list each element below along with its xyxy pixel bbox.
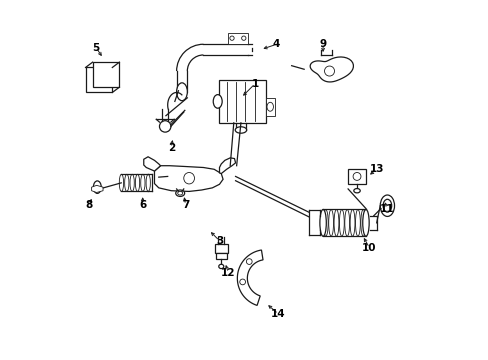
Ellipse shape	[353, 189, 360, 193]
Polygon shape	[167, 168, 201, 187]
Text: 2: 2	[167, 143, 175, 153]
Text: 12: 12	[221, 268, 235, 278]
Ellipse shape	[218, 264, 224, 269]
Ellipse shape	[93, 181, 101, 193]
Text: 4: 4	[272, 39, 280, 49]
Polygon shape	[143, 157, 160, 171]
Polygon shape	[214, 244, 227, 253]
Ellipse shape	[229, 36, 234, 40]
FancyBboxPatch shape	[219, 80, 265, 123]
Ellipse shape	[176, 83, 187, 101]
Text: 10: 10	[362, 243, 376, 253]
Ellipse shape	[164, 170, 171, 185]
Ellipse shape	[159, 121, 171, 132]
Polygon shape	[347, 169, 365, 184]
Text: 6: 6	[139, 200, 146, 210]
Text: 3: 3	[215, 236, 223, 246]
Ellipse shape	[241, 36, 245, 40]
Text: 11: 11	[379, 203, 394, 213]
Ellipse shape	[235, 127, 246, 133]
Ellipse shape	[183, 172, 194, 184]
Ellipse shape	[380, 195, 394, 216]
Text: 9: 9	[319, 39, 326, 49]
Ellipse shape	[382, 199, 391, 212]
Text: 8: 8	[85, 200, 93, 210]
Ellipse shape	[177, 192, 183, 195]
Ellipse shape	[319, 210, 325, 236]
Polygon shape	[91, 185, 103, 193]
Polygon shape	[216, 253, 226, 259]
Ellipse shape	[239, 279, 245, 285]
Polygon shape	[85, 67, 112, 93]
Ellipse shape	[246, 259, 252, 265]
Polygon shape	[309, 57, 353, 82]
Ellipse shape	[175, 190, 184, 197]
Text: 13: 13	[368, 164, 383, 174]
Polygon shape	[93, 62, 119, 87]
Ellipse shape	[266, 102, 273, 111]
Text: 5: 5	[92, 43, 100, 53]
FancyBboxPatch shape	[228, 33, 247, 44]
FancyBboxPatch shape	[265, 98, 274, 116]
Polygon shape	[154, 166, 223, 192]
Ellipse shape	[362, 210, 368, 236]
Text: 1: 1	[251, 78, 258, 89]
Polygon shape	[237, 250, 263, 305]
Text: 7: 7	[182, 200, 189, 210]
Ellipse shape	[324, 66, 334, 76]
Text: 14: 14	[270, 309, 285, 319]
Ellipse shape	[213, 95, 222, 108]
Ellipse shape	[352, 172, 360, 180]
Polygon shape	[219, 158, 235, 174]
